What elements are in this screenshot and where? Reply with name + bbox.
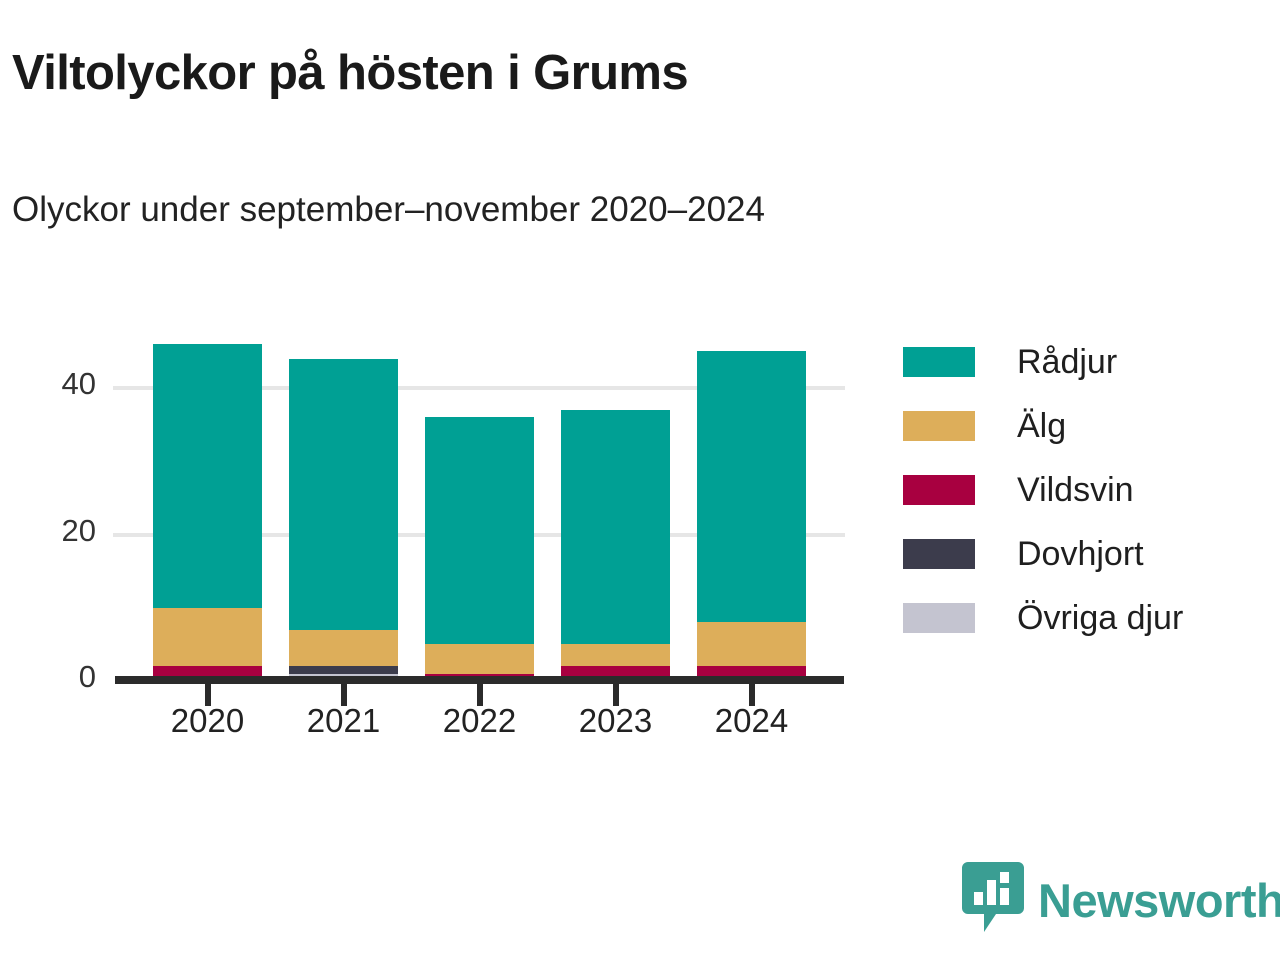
bar-segment-2024-Rådjur[interactable] [697,351,806,623]
legend-swatch-icon [903,347,975,377]
bar-stack-2020[interactable] [153,344,262,681]
newsworthy-logo: Newsworthy [962,862,1280,939]
y-axis-tick-label: 0 [78,659,96,694]
x-axis-tick [204,684,211,706]
legend-item-Vildsvin[interactable]: Vildsvin [903,458,1263,522]
legend-swatch-icon [903,475,975,505]
legend-item-Dovhjort[interactable]: Dovhjort [903,522,1263,586]
bar-stack-2022[interactable] [425,417,534,681]
bar-segment-2021-Älg[interactable] [289,629,398,667]
legend-swatch-icon [903,539,975,569]
legend-item-label: Vildsvin [1017,470,1134,509]
bar-segment-2024-Älg[interactable] [697,622,806,667]
legend-item-label: Älg [1017,406,1067,445]
bar-chart-speech-bubble-icon [962,862,1024,939]
x-axis-tick-label-2024: 2024 [714,702,789,739]
legend-item-label: Övriga djur [1017,598,1184,637]
x-axis-tick [748,684,755,706]
bar-segment-2023-Rådjur[interactable] [561,409,670,645]
chart-legend: Rådjur Älg Vildsvin Dovhjort Övriga djur [903,330,1263,650]
bar-segment-2020-Rådjur[interactable] [153,344,262,608]
legend-item-Älg[interactable]: Älg [903,394,1263,458]
bar-segment-2020-Älg[interactable] [153,607,262,667]
x-axis-tick [612,684,619,706]
page-title: Viltolyckor på hösten i Grums [12,46,689,100]
legend-item-label: Rådjur [1017,342,1118,381]
bar-segment-2022-Älg[interactable] [425,644,534,674]
legend-item-Övriga djur[interactable]: Övriga djur [903,586,1263,650]
gridline [113,386,845,390]
x-axis-tick-label-2022: 2022 [442,702,517,739]
bar-stack-2023[interactable] [561,409,670,681]
bar-segment-2021-Rådjur[interactable] [289,358,398,630]
x-axis-tick-label-2021: 2021 [306,702,381,739]
y-axis-tick-label: 40 [61,366,96,401]
bar-segment-2023-Älg[interactable] [561,644,670,667]
legend-swatch-icon [903,603,975,633]
bar-segment-2022-Rådjur[interactable] [425,417,534,645]
x-axis-tick [476,684,483,706]
legend-swatch-icon [903,411,975,441]
bar-stack-2021[interactable] [289,358,398,681]
bar-segment-2021-Dovhjort[interactable] [289,666,398,674]
bar-stack-2024[interactable] [697,351,806,681]
page-subtitle: Olyckor under september–november 2020–20… [12,190,765,229]
x-axis-line [115,676,844,684]
x-axis-tick-label-2020: 2020 [170,702,245,739]
legend-item-label: Dovhjort [1017,534,1144,573]
x-axis-tick [340,684,347,706]
logo-wordmark: Newsworthy [1038,874,1280,927]
y-axis-tick-label: 20 [61,512,96,548]
legend-item-Rådjur[interactable]: Rådjur [903,330,1263,394]
x-axis-tick-label-2023: 2023 [578,702,653,739]
